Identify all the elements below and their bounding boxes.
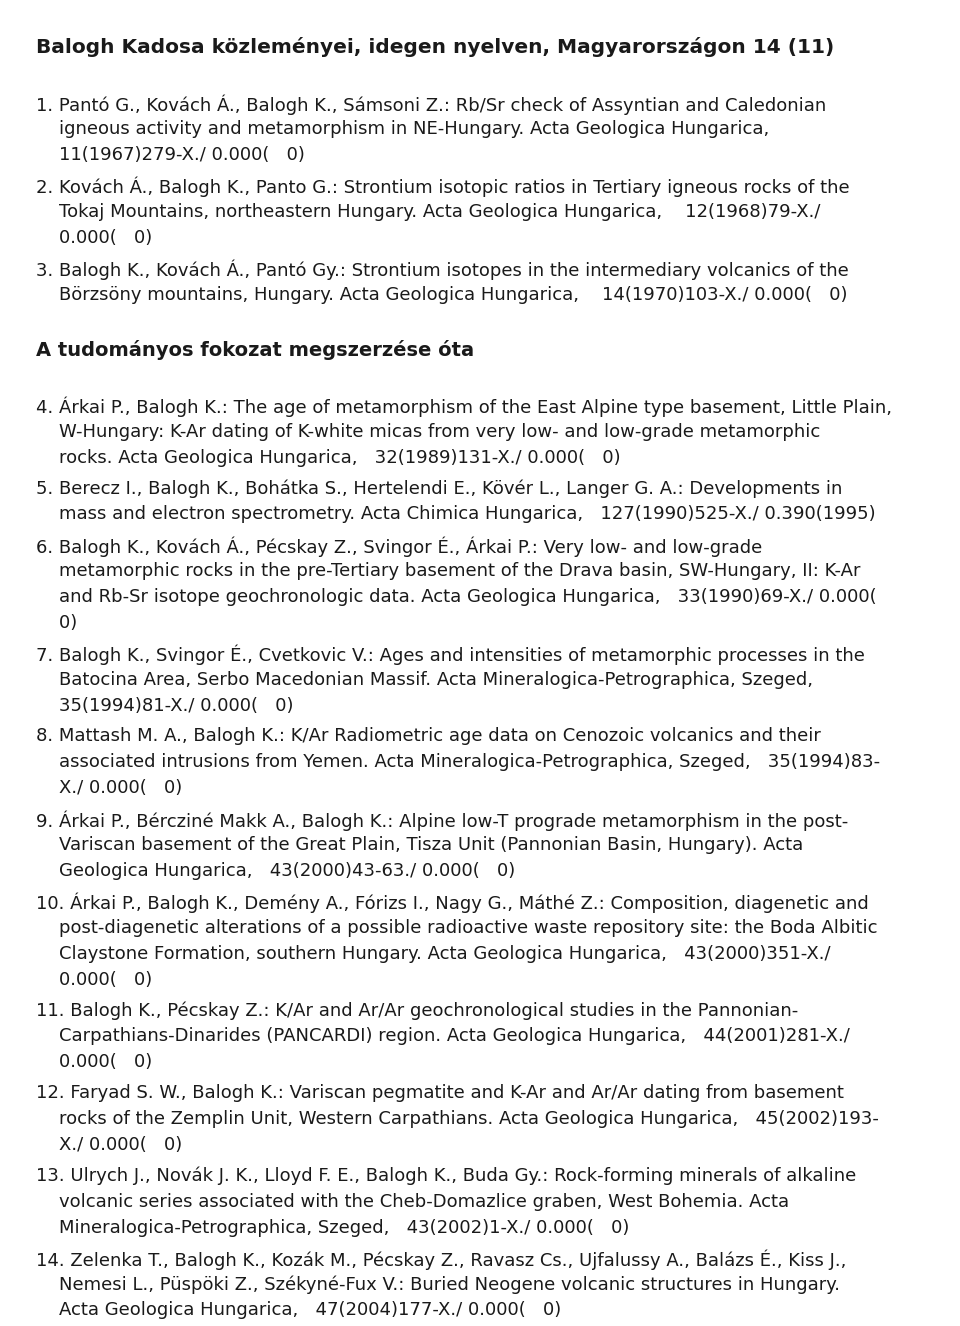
Text: 0.000(   0): 0.000( 0)	[36, 229, 153, 247]
Text: Mineralogica-Petrographica, Szeged,   43(2002)1-X./ 0.000(   0): Mineralogica-Petrographica, Szeged, 43(2…	[36, 1219, 630, 1237]
Text: Geologica Hungarica,   43(2000)43-63./ 0.000(   0): Geologica Hungarica, 43(2000)43-63./ 0.0…	[36, 862, 516, 880]
Text: 14. Zelenka T., Balogh K., Kozák M., Pécskay Z., Ravasz Cs., Ujfalussy A., Baláz: 14. Zelenka T., Balogh K., Kozák M., Péc…	[36, 1249, 847, 1270]
Text: rocks. Acta Geologica Hungarica,   32(1989)131-X./ 0.000(   0): rocks. Acta Geologica Hungarica, 32(1989…	[36, 448, 621, 467]
Text: 11(1967)279-X./ 0.000(   0): 11(1967)279-X./ 0.000( 0)	[36, 146, 305, 164]
Text: post-diagenetic alterations of a possible radioactive waste repository site: the: post-diagenetic alterations of a possibl…	[36, 919, 878, 936]
Text: 4. Árkai P., Balogh K.: The age of metamorphism of the East Alpine type basement: 4. Árkai P., Balogh K.: The age of metam…	[36, 396, 893, 418]
Text: mass and electron spectrometry. Acta Chimica Hungarica,   127(1990)525-X./ 0.390: mass and electron spectrometry. Acta Chi…	[36, 505, 876, 524]
Text: 35(1994)81-X./ 0.000(   0): 35(1994)81-X./ 0.000( 0)	[36, 696, 294, 715]
Text: Carpathians-Dinarides (PANCARDI) region. Acta Geologica Hungarica,   44(2001)281: Carpathians-Dinarides (PANCARDI) region.…	[36, 1028, 851, 1045]
Text: X./ 0.000(   0): X./ 0.000( 0)	[36, 780, 182, 797]
Text: 13. Ulrych J., Novák J. K., Lloyd F. E., Balogh K., Buda Gy.: Rock-forming miner: 13. Ulrych J., Novák J. K., Lloyd F. E.,…	[36, 1167, 856, 1185]
Text: 7. Balogh K., Svingor É., Cvetkovic V.: Ages and intensities of metamorphic proc: 7. Balogh K., Svingor É., Cvetkovic V.: …	[36, 644, 865, 666]
Text: volcanic series associated with the Cheb-Domazlice graben, West Bohemia. Acta: volcanic series associated with the Cheb…	[36, 1192, 790, 1211]
Text: Claystone Formation, southern Hungary. Acta Geologica Hungarica,   43(2000)351-X: Claystone Formation, southern Hungary. A…	[36, 944, 831, 963]
Text: 0.000(   0): 0.000( 0)	[36, 1053, 153, 1071]
Text: 2. Kovách Á., Balogh K., Panto G.: Strontium isotopic ratios in Tertiary igneous: 2. Kovách Á., Balogh K., Panto G.: Stron…	[36, 176, 851, 198]
Text: 8. Mattash M. A., Balogh K.: K/Ar Radiometric age data on Cenozoic volcanics and: 8. Mattash M. A., Balogh K.: K/Ar Radiom…	[36, 728, 822, 745]
Text: 0.000(   0): 0.000( 0)	[36, 971, 153, 989]
Text: igneous activity and metamorphism in NE-Hungary. Acta Geologica Hungarica,: igneous activity and metamorphism in NE-…	[36, 121, 770, 138]
Text: 11. Balogh K., Pécskay Z.: K/Ar and Ar/Ar geochronological studies in the Pannon: 11. Balogh K., Pécskay Z.: K/Ar and Ar/A…	[36, 1001, 799, 1020]
Text: associated intrusions from Yemen. Acta Mineralogica-Petrographica, Szeged,   35(: associated intrusions from Yemen. Acta M…	[36, 753, 880, 772]
Text: 3. Balogh K., Kovách Á., Pantó Gy.: Strontium isotopes in the intermediary volca: 3. Balogh K., Kovách Á., Pantó Gy.: Stro…	[36, 260, 850, 280]
Text: W-Hungary: K-Ar dating of K-white micas from very low- and low-grade metamorphic: W-Hungary: K-Ar dating of K-white micas …	[36, 423, 821, 440]
Text: X./ 0.000(   0): X./ 0.000( 0)	[36, 1136, 182, 1154]
Text: 10. Árkai P., Balogh K., Demény A., Fórizs I., Nagy G., Máthé Z.: Composition, d: 10. Árkai P., Balogh K., Demény A., Fóri…	[36, 892, 869, 914]
Text: Balogh Kadosa közleményei, idegen nyelven, Magyarországon 14 (11): Balogh Kadosa közleményei, idegen nyelve…	[36, 37, 835, 57]
Text: 9. Árkai P., Bércziné Makk A., Balogh K.: Alpine low-T prograde metamorphism in : 9. Árkai P., Bércziné Makk A., Balogh K.…	[36, 810, 849, 830]
Text: Börzsöny mountains, Hungary. Acta Geologica Hungarica,    14(1970)103-X./ 0.000(: Börzsöny mountains, Hungary. Acta Geolog…	[36, 285, 848, 304]
Text: Nemesi L., Püspöki Z., Székyné-Fux V.: Buried Neogene volcanic structures in Hun: Nemesi L., Püspöki Z., Székyné-Fux V.: B…	[36, 1276, 841, 1294]
Text: 6. Balogh K., Kovách Á., Pécskay Z., Svingor É., Árkai P.: Very low- and low-gra: 6. Balogh K., Kovách Á., Pécskay Z., Svi…	[36, 536, 763, 557]
Text: 5. Berecz I., Balogh K., Bohátka S., Hertelendi E., Kövér L., Langer G. A.: Deve: 5. Berecz I., Balogh K., Bohátka S., Her…	[36, 480, 843, 499]
Text: 0): 0)	[36, 614, 78, 633]
Text: Batocina Area, Serbo Macedonian Massif. Acta Mineralogica-Petrographica, Szeged,: Batocina Area, Serbo Macedonian Massif. …	[36, 671, 813, 688]
Text: and Rb-Sr isotope geochronologic data. Acta Geologica Hungarica,   33(1990)69-X.: and Rb-Sr isotope geochronologic data. A…	[36, 589, 877, 606]
Text: rocks of the Zemplin Unit, Western Carpathians. Acta Geologica Hungarica,   45(2: rocks of the Zemplin Unit, Western Carpa…	[36, 1110, 879, 1128]
Text: 12. Faryad S. W., Balogh K.: Variscan pegmatite and K-Ar and Ar/Ar dating from b: 12. Faryad S. W., Balogh K.: Variscan pe…	[36, 1083, 845, 1102]
Text: metamorphic rocks in the pre-Tertiary basement of the Drava basin, SW-Hungary, I: metamorphic rocks in the pre-Tertiary ba…	[36, 562, 861, 579]
Text: Variscan basement of the Great Plain, Tisza Unit (Pannonian Basin, Hungary). Act: Variscan basement of the Great Plain, Ti…	[36, 837, 804, 854]
Text: 1. Pantó G., Kovách Á., Balogh K., Sámsoni Z.: Rb/Sr check of Assyntian and Cale: 1. Pantó G., Kovách Á., Balogh K., Sámso…	[36, 94, 827, 115]
Text: Tokaj Mountains, northeastern Hungary. Acta Geologica Hungarica,    12(1968)79-X: Tokaj Mountains, northeastern Hungary. A…	[36, 203, 821, 221]
Text: Acta Geologica Hungarica,   47(2004)177-X./ 0.000(   0): Acta Geologica Hungarica, 47(2004)177-X.…	[36, 1301, 562, 1319]
Text: A tudományos fokozat megszerzése óta: A tudományos fokozat megszerzése óta	[36, 339, 474, 359]
